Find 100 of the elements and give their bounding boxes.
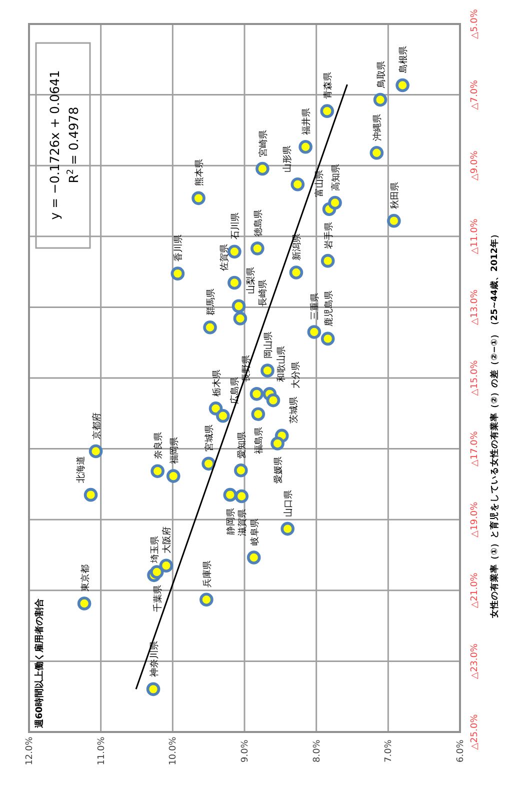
y-tick-label: △11.0% xyxy=(470,218,480,254)
point xyxy=(192,191,206,206)
point xyxy=(84,488,98,502)
annotation: 山口県 xyxy=(283,490,294,517)
point xyxy=(150,565,164,579)
x-tick-label: 12.0% xyxy=(25,736,35,766)
y-tick-label: △25.0% xyxy=(470,714,480,750)
annotation: 和歌山県 xyxy=(276,346,288,382)
annotation: 宮崎県 xyxy=(258,130,269,157)
point xyxy=(373,92,388,107)
annotation: 茨城県 xyxy=(288,396,300,424)
y-tick-label: △13.0% xyxy=(470,288,480,325)
point xyxy=(166,469,180,483)
x-tick-label: 9.0% xyxy=(240,739,250,762)
annotation: 愛媛県 xyxy=(273,456,284,484)
y-tick-label: △19.0% xyxy=(470,501,480,538)
annotation: 大分県 xyxy=(290,361,302,388)
point xyxy=(170,266,185,280)
point xyxy=(250,242,264,256)
annotation: 熊本県 xyxy=(194,159,206,186)
annotation: 山梨県 xyxy=(245,267,256,294)
point xyxy=(228,276,242,290)
annotation: 群馬県 xyxy=(206,288,217,316)
point xyxy=(298,140,312,154)
y-tick-label: △21.0% xyxy=(470,572,480,608)
annotation: 徳島県 xyxy=(252,209,264,236)
annotation: 週60時間以上働く雇用者の割合 xyxy=(34,597,45,729)
annotation: 岐阜県 xyxy=(249,518,260,546)
y-tick-label: △23.0% xyxy=(470,642,480,679)
annotation: 佐賀県 xyxy=(218,244,230,271)
annotation: 栃木県 xyxy=(211,369,222,396)
annotation: 福井県 xyxy=(301,108,312,135)
point xyxy=(77,596,92,610)
annotation: 高知県 xyxy=(330,164,342,191)
y-tick-label: △17.0% xyxy=(470,430,480,467)
point xyxy=(320,104,334,118)
annotation: 奈良県 xyxy=(153,432,164,460)
annotation: 福島県 xyxy=(254,427,265,454)
point xyxy=(307,325,322,339)
annotation: 東京都 xyxy=(80,564,91,592)
annotation: 愛知県 xyxy=(236,431,248,458)
point xyxy=(223,488,238,502)
point xyxy=(200,592,214,607)
point xyxy=(234,463,248,478)
point xyxy=(260,364,274,378)
annotation: 三重県 xyxy=(310,292,321,320)
point xyxy=(387,214,401,228)
annotation: 鹿児島県 xyxy=(323,290,334,327)
annotation: 鳥取県 xyxy=(376,60,387,89)
point xyxy=(256,162,270,176)
point xyxy=(159,558,174,573)
x-tick-label: 8.0% xyxy=(312,739,322,762)
point xyxy=(266,393,280,408)
annotation: 大阪府 xyxy=(162,526,173,554)
x-tick-label: 10.0% xyxy=(168,736,179,766)
point xyxy=(203,320,217,334)
y-tick-label: △9.0% xyxy=(470,150,480,180)
annotation: 宮城県 xyxy=(204,424,216,452)
point xyxy=(146,682,160,696)
annotation: 岡山県 xyxy=(262,332,274,359)
annotation: 静岡県 xyxy=(226,508,237,535)
annotation: 長崎県 xyxy=(258,280,269,307)
point xyxy=(280,522,294,536)
annotation: 岩手県 xyxy=(323,222,334,249)
y-tick-label: △5.0% xyxy=(470,8,480,39)
point xyxy=(270,436,284,450)
point xyxy=(251,407,266,422)
x-tick-label: 6.0% xyxy=(456,739,466,762)
point xyxy=(246,550,261,564)
annotation: 京都府 xyxy=(91,412,102,440)
point xyxy=(289,266,304,280)
annotation: 滋賀県 xyxy=(237,509,248,536)
point xyxy=(396,78,410,92)
point xyxy=(150,464,164,478)
annotation: 千葉県 xyxy=(152,584,164,612)
point xyxy=(328,196,342,210)
annotation: 青森県 xyxy=(322,72,334,100)
annotation: 山形県 xyxy=(282,145,294,172)
point xyxy=(232,299,246,314)
point xyxy=(250,387,264,401)
point xyxy=(216,408,230,423)
y-tick-label: △7.0% xyxy=(470,79,480,110)
annotation: 福岡県 xyxy=(168,437,180,464)
point xyxy=(88,444,103,458)
annotation: 秋田県 xyxy=(389,182,400,209)
y-axis-title: 女性の有業率（①）と育児をしている女性の有業率（②）の差（②−①）（25~44歳、2012年） xyxy=(488,230,500,619)
point xyxy=(290,177,305,192)
annotation: y = −0.1726x + 0.0641 xyxy=(47,70,62,220)
annotation: 沖縄県 xyxy=(372,114,384,141)
point xyxy=(233,312,248,326)
point xyxy=(320,332,335,346)
point xyxy=(202,456,216,471)
y-tick-label: △15.0% xyxy=(470,360,480,396)
annotation: 埼玉県 xyxy=(149,536,160,564)
point xyxy=(320,254,335,268)
x-tick-label: 7.0% xyxy=(384,739,394,762)
x-tick-label: 11.0% xyxy=(96,736,107,766)
point xyxy=(228,244,242,259)
annotation: 香川県 xyxy=(173,234,184,262)
point xyxy=(370,146,384,160)
